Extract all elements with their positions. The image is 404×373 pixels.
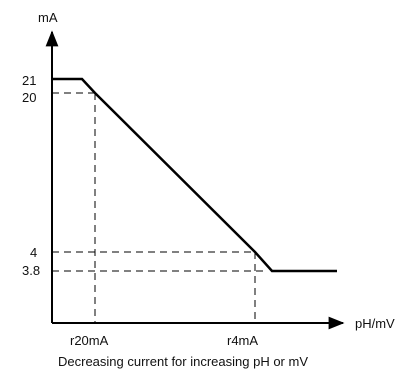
x-tick-label-r4ma: r4mA: [227, 333, 258, 348]
y-tick-label-21: 21: [22, 73, 36, 88]
y-axis-label: mA: [38, 10, 58, 25]
y-tick-label-3-8: 3.8: [22, 263, 40, 278]
y-tick-label-20: 20: [22, 90, 36, 105]
chart-caption: Decreasing current for increasing pH or …: [58, 354, 308, 369]
series-line: [52, 77, 337, 273]
y-tick-label-4: 4: [30, 245, 37, 260]
x-axis-label: pH/mV: [355, 316, 395, 331]
x-tick-label-r20ma: r20mA: [70, 333, 109, 348]
